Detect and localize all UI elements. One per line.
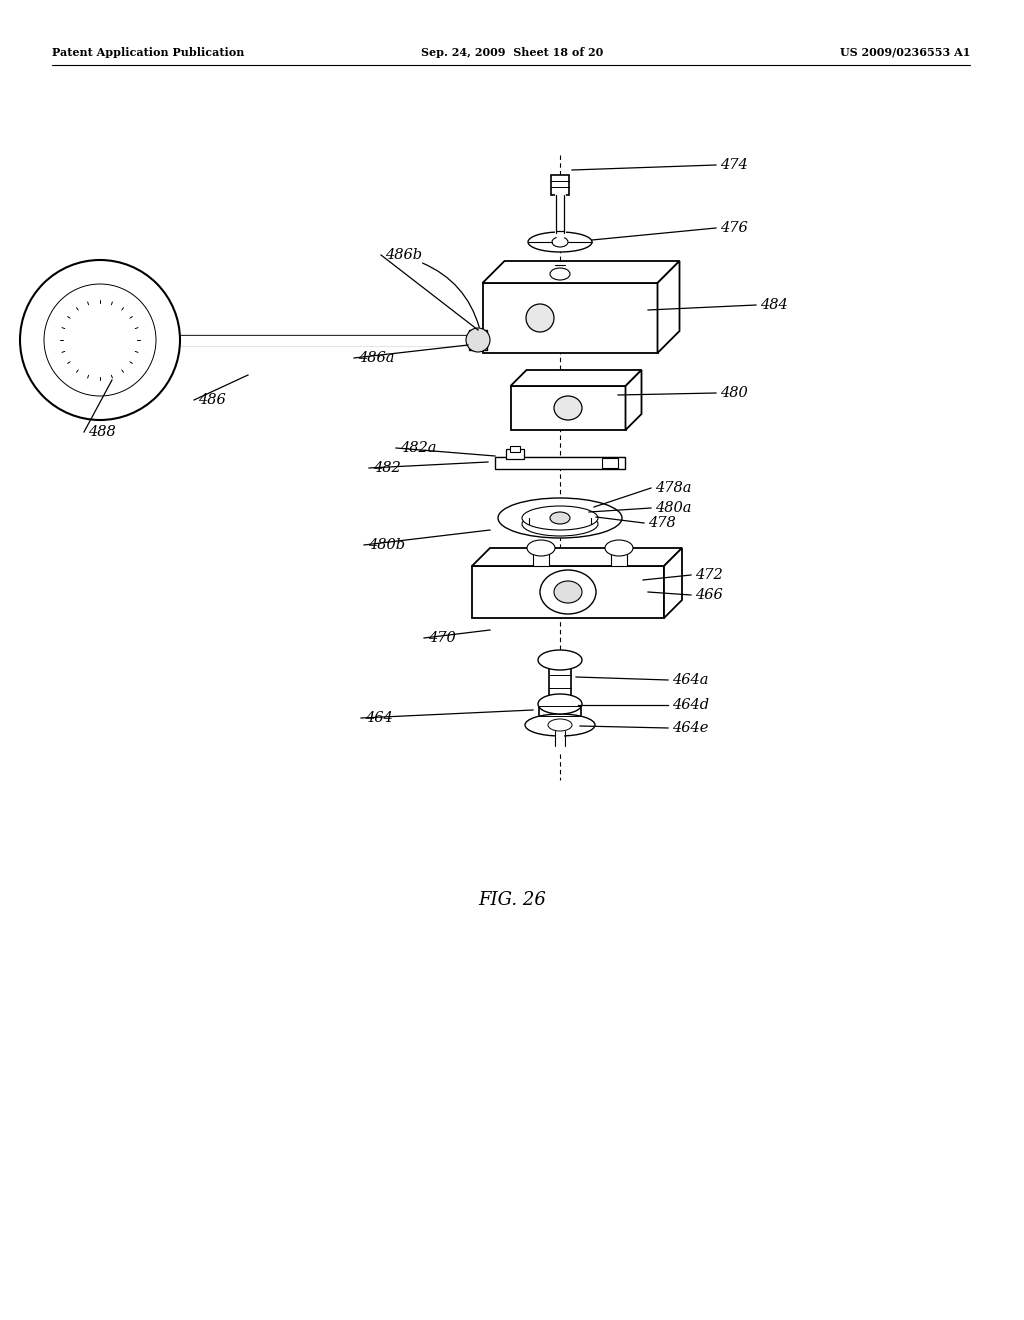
Ellipse shape	[605, 540, 633, 556]
Polygon shape	[664, 548, 682, 618]
Ellipse shape	[466, 327, 490, 352]
Text: 470: 470	[428, 631, 456, 645]
Bar	[482, 282, 657, 352]
Bar	[510, 446, 520, 451]
Text: FIG. 26: FIG. 26	[478, 891, 546, 909]
Ellipse shape	[525, 714, 595, 737]
Text: 472: 472	[695, 568, 723, 582]
Text: 476: 476	[720, 220, 748, 235]
Ellipse shape	[44, 284, 156, 396]
Ellipse shape	[552, 238, 568, 247]
Text: 486b: 486b	[385, 248, 422, 261]
Ellipse shape	[528, 232, 592, 252]
Ellipse shape	[498, 498, 622, 539]
Bar	[534, 548, 549, 566]
Text: 484: 484	[760, 298, 787, 312]
Ellipse shape	[550, 512, 570, 524]
Text: 464a: 464a	[672, 673, 709, 686]
Bar	[602, 458, 618, 469]
Ellipse shape	[20, 260, 180, 420]
Ellipse shape	[526, 304, 554, 333]
Ellipse shape	[522, 512, 598, 536]
Bar	[472, 566, 664, 618]
Ellipse shape	[540, 570, 596, 614]
Text: 486: 486	[198, 393, 225, 407]
Bar	[469, 330, 487, 350]
Bar	[495, 457, 625, 469]
Text: Sep. 24, 2009  Sheet 18 of 20: Sep. 24, 2009 Sheet 18 of 20	[421, 46, 603, 58]
Text: 482a: 482a	[400, 441, 436, 455]
Bar	[611, 548, 627, 566]
Text: 486a: 486a	[358, 351, 394, 366]
Text: 474: 474	[720, 158, 748, 172]
Text: 480a: 480a	[655, 502, 691, 515]
Ellipse shape	[548, 719, 572, 731]
Bar	[549, 660, 571, 704]
Polygon shape	[511, 370, 641, 385]
Ellipse shape	[554, 581, 582, 603]
Text: 480b: 480b	[368, 539, 406, 552]
Bar	[506, 449, 524, 459]
Text: 480: 480	[720, 385, 748, 400]
Bar	[539, 704, 581, 721]
Polygon shape	[472, 548, 682, 566]
Ellipse shape	[522, 506, 598, 531]
Text: Patent Application Publication: Patent Application Publication	[52, 46, 245, 58]
Ellipse shape	[527, 540, 555, 556]
Text: 482: 482	[373, 461, 400, 475]
Polygon shape	[482, 261, 680, 282]
Ellipse shape	[538, 649, 582, 671]
Text: 478: 478	[648, 516, 676, 531]
Polygon shape	[657, 261, 680, 352]
Text: 464d: 464d	[672, 698, 710, 711]
Text: 488: 488	[88, 425, 116, 440]
Text: 464e: 464e	[672, 721, 709, 735]
Bar	[511, 385, 626, 430]
Text: 478a: 478a	[655, 480, 691, 495]
Ellipse shape	[538, 694, 582, 714]
Polygon shape	[626, 370, 641, 430]
Ellipse shape	[550, 268, 570, 280]
Text: 464: 464	[365, 711, 393, 725]
Text: US 2009/0236553 A1: US 2009/0236553 A1	[840, 46, 970, 58]
Ellipse shape	[554, 396, 582, 420]
Text: 466: 466	[695, 587, 723, 602]
Bar	[551, 176, 569, 195]
